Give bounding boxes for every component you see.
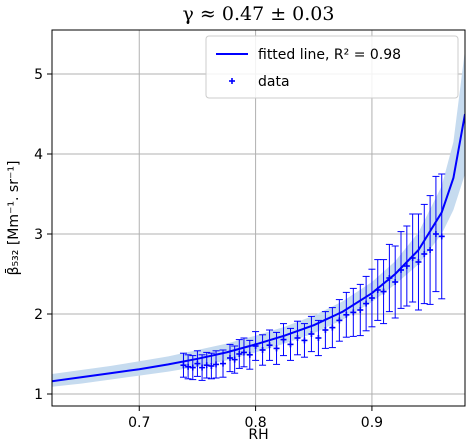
x-axis-label: RH bbox=[248, 427, 268, 443]
data-point bbox=[259, 334, 267, 366]
y-tick-label: 1 bbox=[34, 387, 43, 403]
data-point bbox=[362, 275, 370, 332]
y-axis-label: β̄₅₃₂ [Mm⁻¹. sr⁻¹] bbox=[4, 161, 22, 276]
plot-area-frame bbox=[51, 29, 466, 407]
data-point bbox=[293, 320, 301, 356]
fitted-line bbox=[52, 113, 465, 383]
data-point bbox=[273, 331, 281, 365]
data-point bbox=[368, 268, 376, 328]
data-point bbox=[420, 203, 428, 305]
data-point bbox=[349, 287, 357, 337]
y-tick-label: 3 bbox=[34, 227, 43, 243]
data-point bbox=[385, 243, 393, 313]
y-tick-label: 2 bbox=[34, 307, 43, 323]
data-point bbox=[266, 329, 274, 361]
data-point bbox=[342, 291, 350, 338]
data-point bbox=[380, 259, 388, 325]
axis-ticks: 0.7 0.8 0.9 1 2 3 4 5 bbox=[34, 67, 383, 431]
confidence-band-layer bbox=[52, 50, 465, 387]
data-point bbox=[240, 337, 248, 368]
data-point bbox=[198, 354, 206, 381]
legend-fit-label: fitted line, R² = 0.98 bbox=[258, 47, 401, 63]
data-point bbox=[189, 355, 197, 381]
data-point bbox=[307, 315, 315, 353]
fit-line-layer bbox=[52, 113, 465, 383]
data-point bbox=[391, 245, 399, 319]
data-points-layer bbox=[179, 173, 446, 381]
data-point bbox=[280, 323, 288, 357]
data-point bbox=[414, 213, 422, 311]
chart-title: γ ≈ 0.47 ± 0.03 bbox=[183, 3, 335, 25]
y-tick-label: 5 bbox=[34, 67, 43, 83]
data-point bbox=[314, 319, 322, 357]
data-point bbox=[403, 225, 411, 307]
confidence-band bbox=[52, 50, 465, 387]
data-point bbox=[321, 311, 329, 349]
data-point bbox=[432, 175, 440, 293]
data-point bbox=[231, 345, 239, 374]
legend-data-swatch bbox=[229, 78, 235, 84]
legend: fitted line, R² = 0.98 data bbox=[205, 35, 459, 99]
data-point bbox=[212, 350, 220, 379]
data-point bbox=[207, 352, 215, 380]
y-tick-label: 4 bbox=[34, 147, 43, 163]
data-point bbox=[397, 231, 405, 309]
data-point bbox=[226, 343, 234, 373]
data-point bbox=[409, 213, 417, 303]
data-point bbox=[286, 327, 294, 361]
data-point bbox=[252, 331, 260, 361]
data-point bbox=[193, 350, 201, 377]
data-point bbox=[438, 173, 446, 300]
x-tick-label: 0.7 bbox=[128, 415, 150, 431]
data-point bbox=[335, 299, 343, 342]
data-point bbox=[328, 307, 336, 349]
data-point bbox=[235, 339, 243, 369]
legend-box bbox=[205, 35, 459, 99]
data-point bbox=[246, 339, 254, 370]
x-tick-label: 0.9 bbox=[361, 415, 383, 431]
legend-data-label: data bbox=[258, 74, 290, 90]
data-point bbox=[356, 283, 364, 337]
x-tick-label: 0.8 bbox=[244, 415, 266, 431]
data-point bbox=[219, 349, 227, 378]
data-point bbox=[300, 323, 308, 358]
data-point bbox=[426, 195, 434, 305]
data-point bbox=[184, 354, 192, 380]
data-point bbox=[179, 352, 187, 378]
